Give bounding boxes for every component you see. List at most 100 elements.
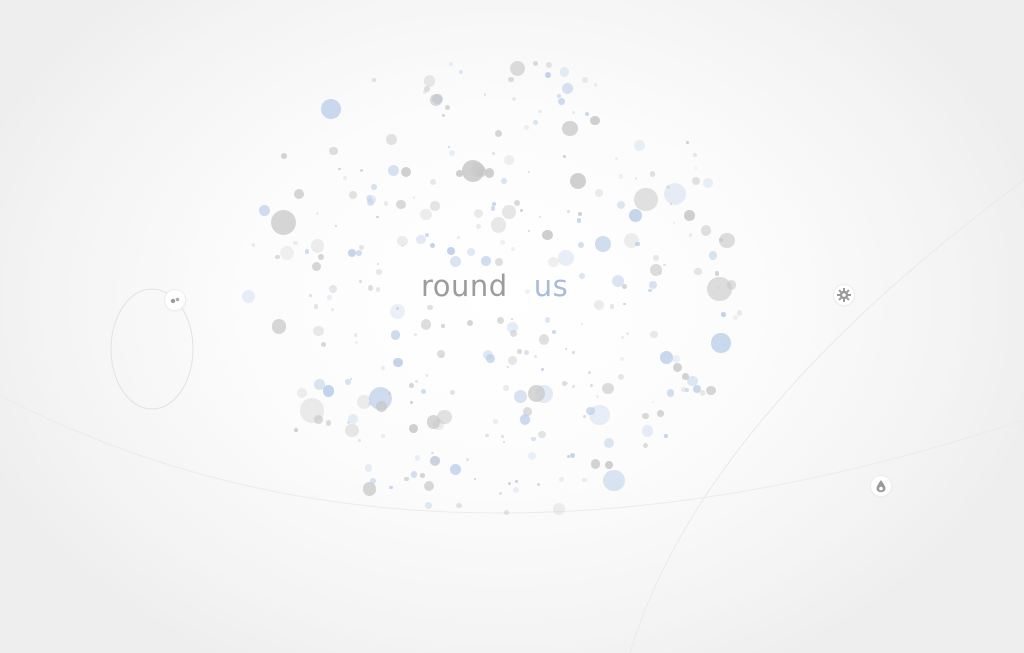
bubble xyxy=(512,96,517,101)
bubble xyxy=(312,325,324,337)
bubble xyxy=(320,341,327,347)
bubble xyxy=(424,232,430,238)
bubble xyxy=(473,170,477,174)
bubble xyxy=(641,425,654,438)
bubble xyxy=(447,246,456,255)
bubble xyxy=(448,62,453,67)
bubble xyxy=(430,178,437,185)
settings-button[interactable] xyxy=(834,285,854,305)
bubble xyxy=(569,173,586,190)
bubble xyxy=(371,184,377,190)
bubble xyxy=(558,476,565,483)
bubble xyxy=(510,61,526,77)
bubble xyxy=(389,486,393,490)
bubble xyxy=(548,256,559,267)
bubble xyxy=(346,420,351,425)
bubble xyxy=(562,380,568,387)
bubble xyxy=(502,205,516,219)
bubble xyxy=(320,99,342,120)
bubble xyxy=(616,201,625,210)
bubble xyxy=(649,281,658,289)
bubble xyxy=(681,387,686,392)
bubble xyxy=(692,153,697,158)
bubble xyxy=(473,161,477,165)
bubble xyxy=(578,272,586,280)
bubble xyxy=(467,320,474,326)
bubble xyxy=(484,167,495,178)
bubble xyxy=(342,175,347,180)
bubble xyxy=(376,268,383,275)
bubble xyxy=(400,244,404,248)
bubble xyxy=(450,464,462,475)
bubble xyxy=(375,287,381,293)
bubble xyxy=(528,385,545,402)
bubble xyxy=(420,473,425,478)
drop-button[interactable] xyxy=(871,476,891,496)
planet-icon xyxy=(170,297,180,304)
bubble xyxy=(634,177,638,180)
bubble xyxy=(581,77,588,84)
bubble xyxy=(293,189,304,200)
bubble xyxy=(621,283,628,290)
bubble xyxy=(692,177,700,186)
bubble xyxy=(376,215,379,219)
bubble xyxy=(519,414,530,425)
site-title: round us xyxy=(421,268,568,304)
bubble xyxy=(556,94,561,98)
bubble xyxy=(603,469,625,491)
bubble xyxy=(559,67,570,77)
bubble xyxy=(349,190,358,199)
bubble xyxy=(364,464,373,472)
bubble xyxy=(611,275,624,288)
bubble xyxy=(537,483,540,486)
bubble xyxy=(634,187,658,211)
bubble xyxy=(310,239,324,253)
bubble xyxy=(355,249,362,256)
bubble xyxy=(314,415,323,424)
bubble xyxy=(467,247,476,256)
bubble xyxy=(447,145,451,149)
bubble xyxy=(538,109,543,114)
bubble xyxy=(315,211,319,215)
bubble xyxy=(409,400,414,404)
bubble xyxy=(722,342,726,347)
bubble xyxy=(396,199,406,210)
bubble xyxy=(635,241,640,247)
bubble xyxy=(493,419,498,424)
bubble xyxy=(594,189,603,198)
bubble xyxy=(672,354,681,364)
bubble xyxy=(642,443,648,449)
bubble xyxy=(509,329,518,338)
bubble xyxy=(409,424,419,434)
bubble xyxy=(669,202,672,205)
bubble xyxy=(615,156,619,160)
left-orbit-node[interactable] xyxy=(165,290,185,310)
bubble xyxy=(562,82,574,94)
bubble xyxy=(513,390,527,404)
bubble xyxy=(719,232,735,249)
bubble xyxy=(483,93,487,96)
bubble xyxy=(718,237,723,242)
bubble xyxy=(366,195,373,202)
bubble xyxy=(314,379,325,390)
bubble xyxy=(534,354,538,358)
bubble xyxy=(581,322,584,325)
bubble xyxy=(423,75,436,88)
bubble xyxy=(558,98,566,106)
bubble xyxy=(397,235,409,247)
bubble xyxy=(390,303,406,319)
bubble xyxy=(567,210,571,213)
bubble xyxy=(587,371,591,375)
bubble xyxy=(347,414,358,425)
bubble xyxy=(583,414,587,418)
bubble xyxy=(367,402,372,407)
bubble xyxy=(318,253,325,260)
bubble xyxy=(414,455,421,461)
bubble xyxy=(531,436,536,442)
bubble xyxy=(297,387,308,398)
bubble xyxy=(367,284,374,291)
bubble xyxy=(532,119,538,125)
bubble xyxy=(430,242,436,249)
bubble xyxy=(376,262,380,265)
